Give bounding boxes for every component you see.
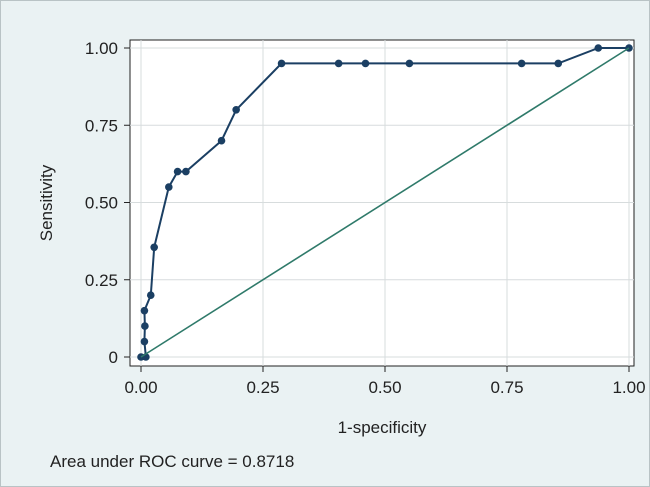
x-axis: 0.00 0.25 0.50 0.75 1.00	[124, 366, 646, 397]
roc-point-7	[165, 183, 173, 191]
roc-point-5	[146, 291, 155, 300]
roc-point-3	[141, 322, 149, 330]
auc-annotation: Area under ROC curve = 0.8718	[50, 452, 294, 471]
x-tick-label-2: 0.50	[368, 378, 401, 397]
y-tick-label-3: 0.75	[85, 116, 118, 135]
roc-point-11	[232, 106, 240, 114]
x-tick-label-1: 0.25	[246, 378, 279, 397]
x-tick-label-3: 0.75	[490, 378, 523, 397]
x-axis-title: 1-specificity	[338, 418, 427, 437]
roc-point-14	[361, 59, 370, 68]
roc-point-17	[554, 59, 563, 68]
x-tick-label-0: 0.00	[124, 378, 157, 397]
roc-point-9	[182, 167, 190, 176]
roc-point-4	[140, 306, 149, 315]
x-tick-label-4: 1.00	[612, 378, 645, 397]
roc-point-10	[217, 136, 226, 145]
roc-point-12	[277, 59, 286, 68]
reference-diagonal-line	[140, 47, 630, 358]
series-layer	[137, 44, 633, 361]
y-tick-label-2: 0.50	[85, 194, 118, 213]
y-tick-label-0: 0	[109, 348, 118, 367]
roc-point-8	[173, 167, 182, 176]
roc-point-16	[517, 59, 526, 68]
y-tick-label-4: 1.00	[85, 39, 118, 58]
y-axis-title: Sensitivity	[37, 164, 56, 241]
y-tick-label-1: 0.25	[85, 271, 118, 290]
roc-point-6	[150, 243, 158, 252]
roc-point-18	[594, 44, 603, 52]
y-axis: 0 0.25 0.50 0.75 1.00	[85, 39, 130, 367]
roc-point-13	[334, 59, 343, 68]
roc-point-2	[140, 337, 149, 346]
roc-point-15	[405, 59, 414, 68]
